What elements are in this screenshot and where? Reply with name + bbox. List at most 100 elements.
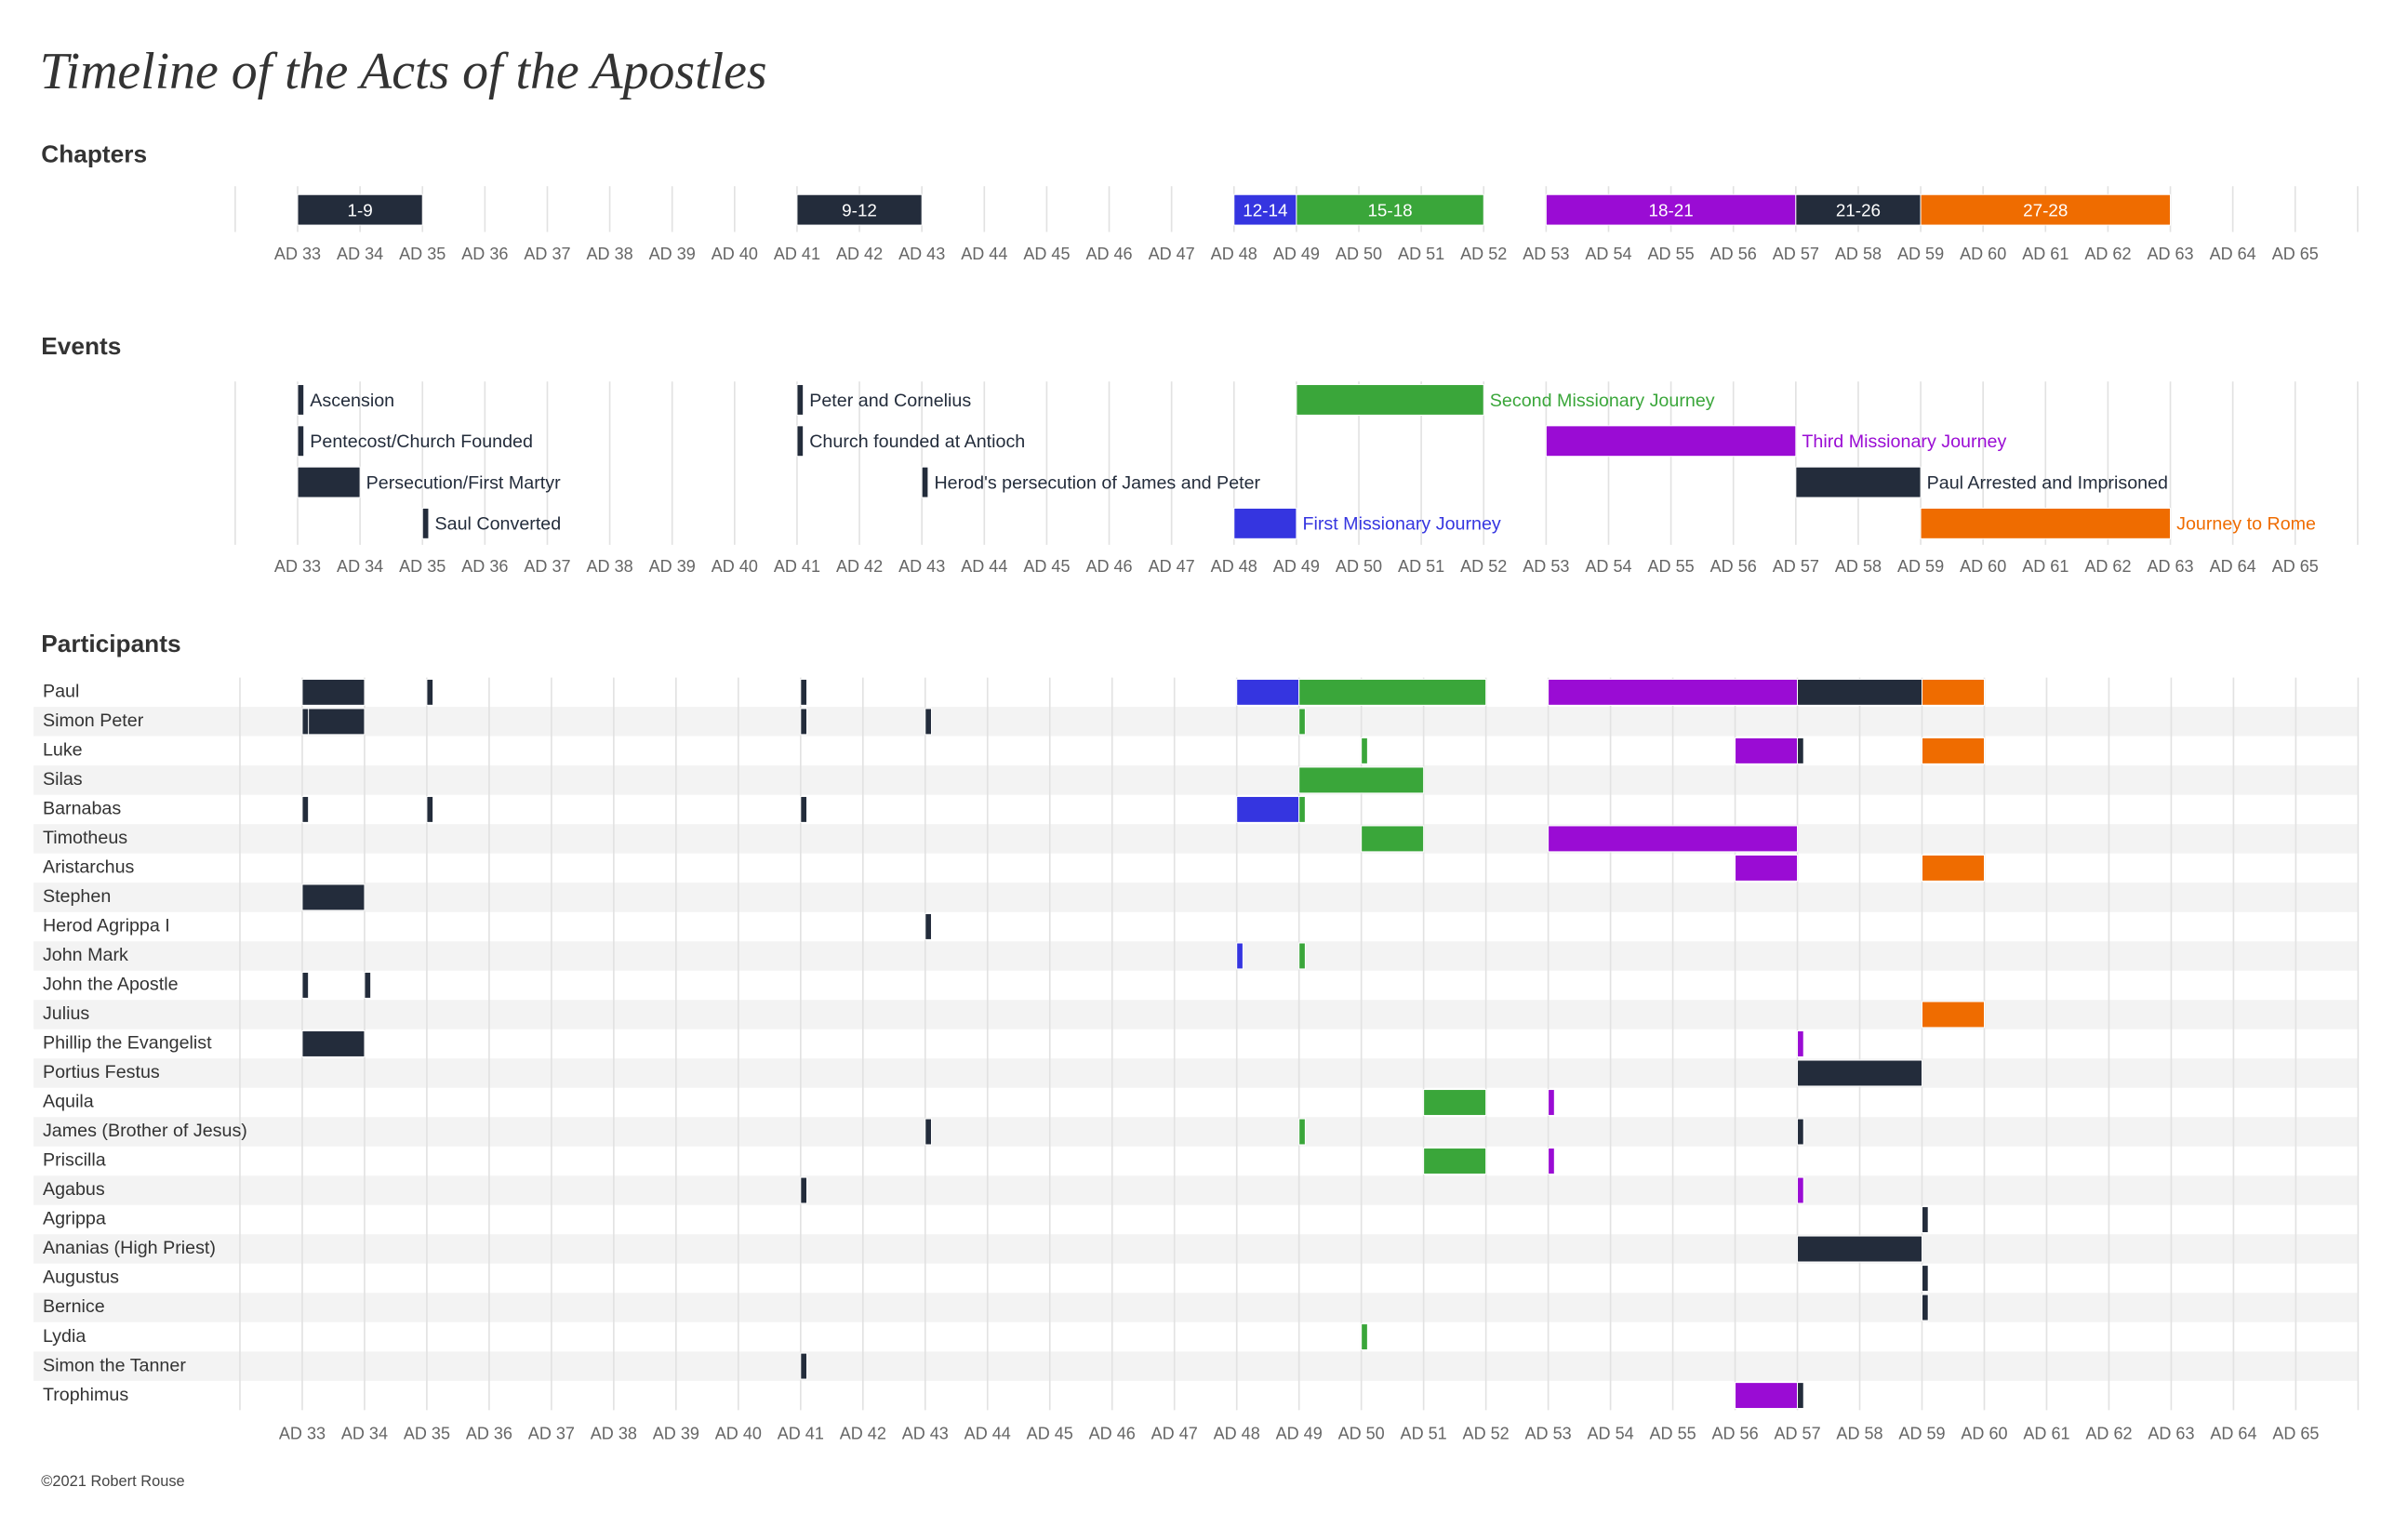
x-tick-label: AD 53	[1523, 245, 1569, 263]
bar	[1922, 1001, 1985, 1029]
participant-name: Simon Peter	[43, 710, 144, 731]
bar	[364, 972, 372, 999]
participant-name: Agrippa	[43, 1209, 106, 1229]
x-tick-label: AD 51	[1398, 557, 1444, 576]
bar	[1361, 1323, 1368, 1351]
x-tick-label: AD 58	[1836, 1424, 1882, 1442]
event-label: Paul Arrested and Imprisoned	[1927, 472, 2168, 493]
participant-name: Portius Festus	[43, 1062, 160, 1082]
x-tick-label: AD 56	[1710, 557, 1757, 576]
x-tick-label: AD 45	[1023, 557, 1070, 576]
x-tick-label: AD 34	[341, 1424, 388, 1442]
x-tick-label: AD 39	[653, 1424, 699, 1442]
row-band	[33, 1234, 2359, 1264]
x-tick-label: AD 38	[587, 557, 633, 576]
bar	[1797, 678, 1922, 706]
bar	[1797, 737, 1804, 764]
event-label: Ascension	[310, 391, 394, 411]
bar	[1920, 193, 2172, 226]
x-tick-label: AD 43	[902, 1424, 949, 1442]
participant-name: Bernice	[43, 1296, 105, 1317]
x-tick-label: AD 64	[2210, 245, 2256, 263]
x-tick-label: AD 65	[2272, 245, 2319, 263]
bar	[1423, 1089, 1487, 1116]
bar	[800, 1176, 808, 1204]
row-band	[33, 883, 2359, 912]
x-tick-label: AD 55	[1648, 557, 1695, 576]
x-tick-label: AD 64	[2210, 557, 2256, 576]
participant-name: Priscilla	[43, 1150, 106, 1171]
bar	[796, 193, 923, 226]
x-tick-label: AD 61	[2022, 245, 2068, 263]
bar	[1922, 1206, 1929, 1233]
participant-name: Paul	[43, 682, 79, 702]
x-tick-label: AD 42	[840, 1424, 886, 1442]
x-tick-label: AD 40	[715, 1424, 762, 1442]
bar	[1920, 507, 2172, 539]
x-tick-label: AD 63	[2148, 1424, 2194, 1442]
x-tick-label: AD 46	[1085, 245, 1132, 263]
bar	[1361, 737, 1368, 764]
x-tick-label: AD 65	[2272, 1424, 2319, 1442]
participant-name: Julius	[43, 1003, 89, 1024]
x-tick-label: AD 36	[461, 557, 508, 576]
x-tick-label: AD 33	[274, 245, 321, 263]
bar	[1922, 854, 1985, 882]
x-tick-label: AD 60	[1961, 1424, 2007, 1442]
x-tick-label: AD 37	[524, 557, 570, 576]
x-tick-label: AD 33	[279, 1424, 326, 1442]
participant-name: Agabus	[43, 1179, 105, 1200]
event-label: Journey to Rome	[2176, 514, 2316, 535]
bar	[1735, 737, 1799, 764]
participant-name: Herod Agrippa I	[43, 916, 170, 936]
event-label: Pentecost/Church Founded	[310, 431, 533, 452]
x-tick-label: AD 54	[1588, 1424, 1634, 1442]
participant-name: Ananias (High Priest)	[43, 1238, 216, 1258]
x-tick-label: AD 46	[1085, 557, 1132, 576]
x-tick-label: AD 64	[2210, 1424, 2256, 1442]
x-tick-label: AD 47	[1149, 245, 1195, 263]
participant-name: Silas	[43, 769, 83, 790]
bar	[301, 708, 366, 736]
x-tick-label: AD 59	[1897, 245, 1944, 263]
bar	[1735, 1382, 1799, 1410]
x-tick-label: AD 41	[778, 1424, 824, 1442]
x-tick-label: AD 56	[1711, 1424, 1758, 1442]
bar	[1548, 678, 1799, 706]
x-tick-label: AD 63	[2147, 557, 2193, 576]
x-tick-label: AD 61	[2022, 557, 2068, 576]
x-tick-label: AD 37	[524, 245, 570, 263]
x-tick-label: AD 47	[1149, 557, 1195, 576]
x-tick-label: AD 60	[1960, 557, 2006, 576]
bar	[796, 425, 805, 458]
x-tick-label: AD 59	[1897, 557, 1944, 576]
x-tick-label: AD 58	[1835, 245, 1882, 263]
x-tick-label: AD 50	[1336, 557, 1382, 576]
x-tick-label: AD 43	[898, 245, 945, 263]
x-tick-label: AD 45	[1027, 1424, 1073, 1442]
bar	[1296, 384, 1484, 416]
x-tick-label: AD 49	[1276, 1424, 1323, 1442]
bar	[1922, 1294, 1929, 1321]
bar	[1735, 854, 1799, 882]
bar	[297, 466, 361, 498]
bar	[1797, 1059, 1922, 1087]
bar-label: 21-26	[1836, 200, 1881, 219]
bar	[1296, 193, 1484, 226]
x-tick-label: AD 58	[1835, 557, 1882, 576]
bar	[1236, 942, 1244, 970]
x-tick-label: AD 55	[1648, 245, 1695, 263]
x-tick-label: AD 56	[1710, 245, 1757, 263]
x-tick-label: AD 52	[1460, 245, 1507, 263]
x-tick-label: AD 39	[649, 245, 696, 263]
participant-name: John Mark	[43, 945, 128, 965]
bar	[800, 795, 808, 823]
bar	[297, 425, 305, 458]
bar	[924, 1118, 932, 1146]
bar	[1922, 678, 1985, 706]
x-tick-label: AD 48	[1211, 245, 1257, 263]
x-tick-label: AD 43	[898, 557, 945, 576]
bar	[1922, 1265, 1929, 1292]
bar	[1797, 1118, 1804, 1146]
x-tick-label: AD 35	[399, 245, 446, 263]
